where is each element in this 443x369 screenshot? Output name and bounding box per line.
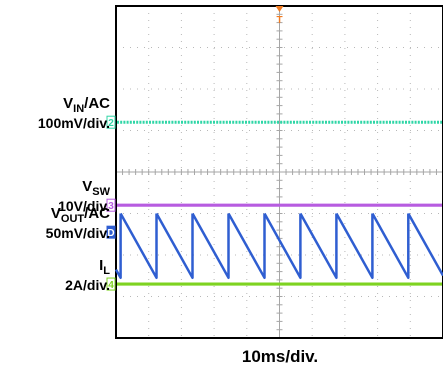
channel-marker-label-vsw: 3 [108,201,114,212]
channel-marker-vout [106,225,116,239]
channel-name-main: I [99,257,103,274]
x-axis-label: 10ms/div. [242,347,318,366]
channel-name-vin: VIN/AC [63,95,110,115]
channel-scale-vout: 50mV/div. [46,225,110,241]
channel-marker-label-vout: D [107,228,114,239]
channel-name-subscript: SW [92,186,110,198]
trigger-arrow-icon [275,6,284,12]
trigger-marker-label: T [276,15,282,26]
channel-name-main: V [63,95,73,112]
channel-scale-vin: 100mV/div. [38,115,110,131]
channel-name-subscript: IN [73,103,84,115]
channel-name-vout: VOUT/AC [51,205,110,225]
channel-name-suffix: /AC [84,95,110,112]
channel-scale-il: 2A/div. [65,277,110,293]
channel-marker-vin [106,115,116,129]
channel-marker-vsw [106,198,116,212]
channel-name-il: IL [99,257,110,277]
channel-marker-label-vin: 2 [108,118,114,129]
channel-name-main: V [51,205,61,222]
trace-vout [114,212,443,280]
channel-name-suffix: /AC [84,205,110,222]
graticule [115,5,443,339]
channel-name-subscript: L [103,265,110,277]
channel-name-vsw: VSW [82,178,110,198]
channel-name-subscript: OUT [61,213,85,225]
channel-name-main: V [82,178,92,195]
channel-scale-vsw: 10V/div. [58,198,110,214]
waveform-traces [114,120,443,286]
channel-marker-label-il: 4 [108,280,114,291]
channel-marker-il [106,277,116,291]
channel-markers: T D 2 3 4 [106,6,284,291]
channel-labels: VOUT/AC50mV/div.VIN/AC100mV/div.VSW10V/d… [38,95,111,293]
